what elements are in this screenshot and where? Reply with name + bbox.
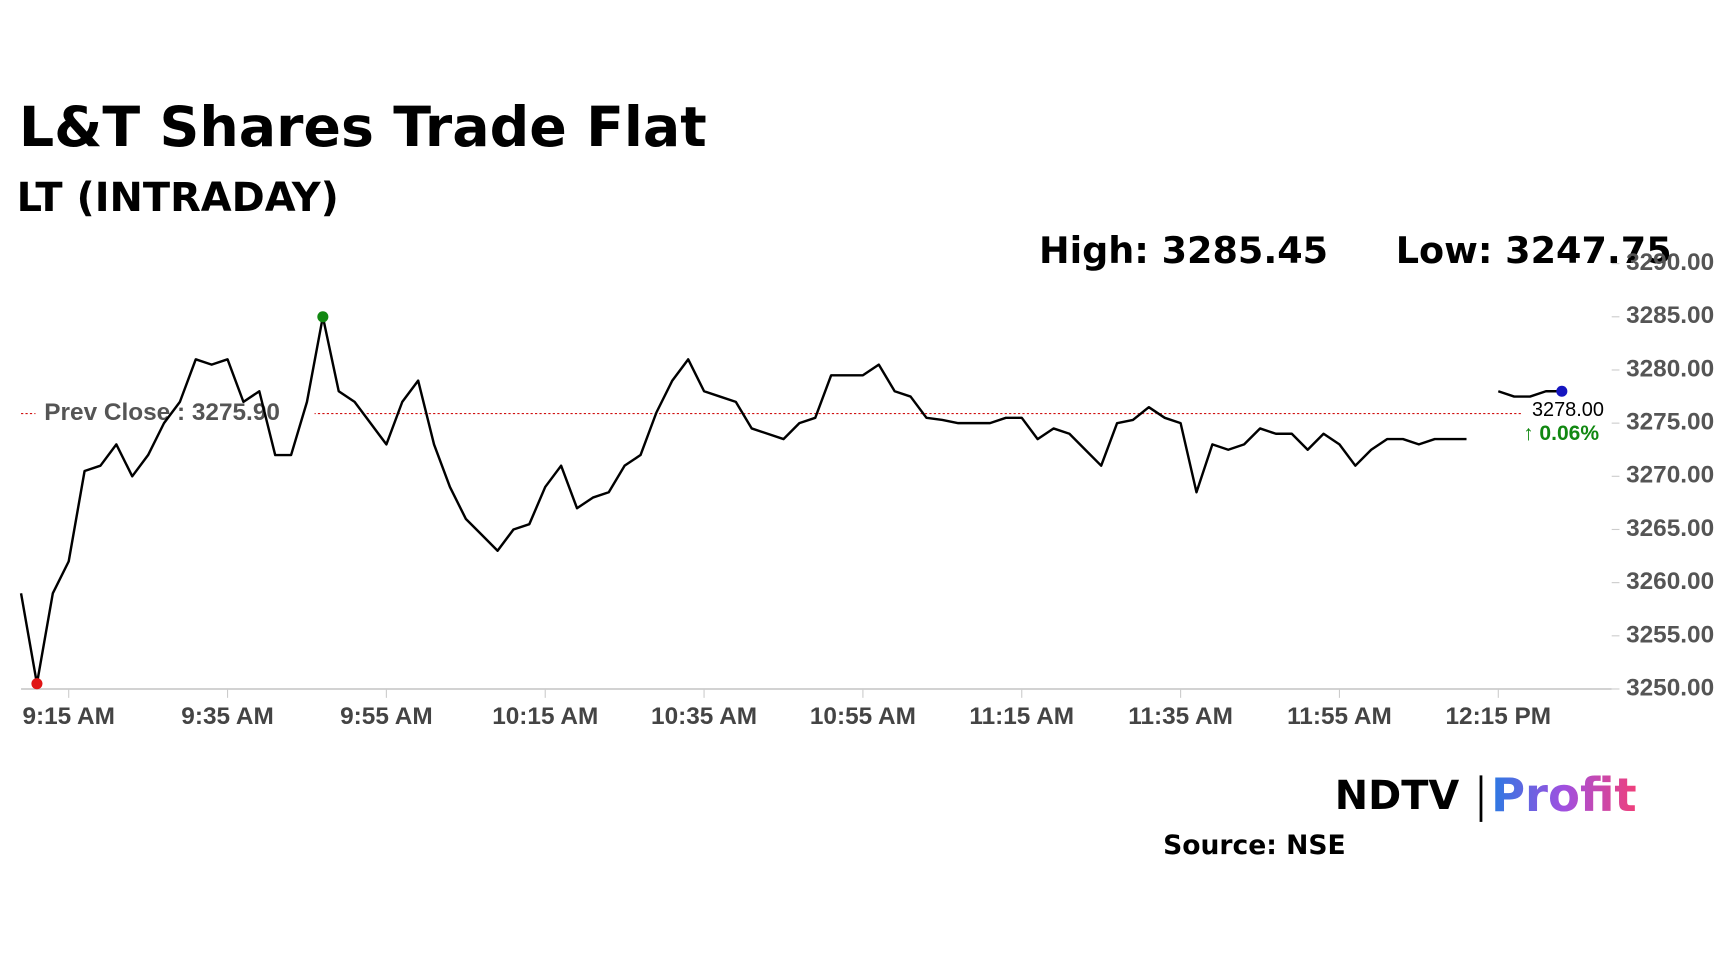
x-tick-label: 12:15 PM (1445, 703, 1551, 730)
prev-close-label: Prev Close : 3275.90 (44, 399, 280, 426)
low-label: Low: 3247.75 (1396, 229, 1672, 272)
source: Source: NSE (1163, 830, 1346, 861)
x-tick-label: 9:55 AM (340, 703, 433, 730)
low-marker (31, 678, 43, 690)
price-line (19, 315, 1562, 685)
x-tick-label: 11:35 AM (1128, 703, 1233, 730)
x-tick-label: 9:35 AM (181, 703, 274, 730)
y-tick-label: 3275.00 (1626, 409, 1714, 436)
y-tick-label: 3250.00 (1626, 674, 1714, 701)
last-marker (1556, 385, 1568, 397)
x-tick-label: 10:15 AM (492, 703, 598, 730)
high-label: High: 3285.45 (1039, 229, 1328, 272)
y-tick-label: 3280.00 (1626, 355, 1714, 382)
logo-profit: Profit (1491, 768, 1637, 822)
y-tick-label: 3255.00 (1626, 621, 1714, 648)
y-tick-label: 3260.00 (1626, 568, 1714, 595)
y-tick-label: 3285.00 (1626, 302, 1714, 329)
change-label: ↑ 0.06% (1523, 422, 1599, 445)
y-tick-label: 3270.00 (1626, 462, 1714, 489)
x-tick-label: 11:15 AM (969, 703, 1074, 730)
x-tick-label: 9:15 AM (22, 703, 115, 730)
x-tick-label: 10:55 AM (810, 703, 916, 730)
y-tick-label: 3290.00 (1626, 249, 1714, 276)
last-price-label: 3278.00 (1532, 399, 1604, 421)
x-tick-label: 10:35 AM (651, 703, 757, 730)
chart-title: L&T Shares Trade Flat (19, 96, 707, 160)
chart-subtitle: LT (INTRADAY) (17, 175, 339, 221)
logo-ndtv: NDTV (1335, 773, 1460, 819)
y-tick-label: 3265.00 (1626, 515, 1714, 542)
x-tick-label: 11:55 AM (1287, 703, 1392, 730)
high-marker (317, 311, 329, 323)
